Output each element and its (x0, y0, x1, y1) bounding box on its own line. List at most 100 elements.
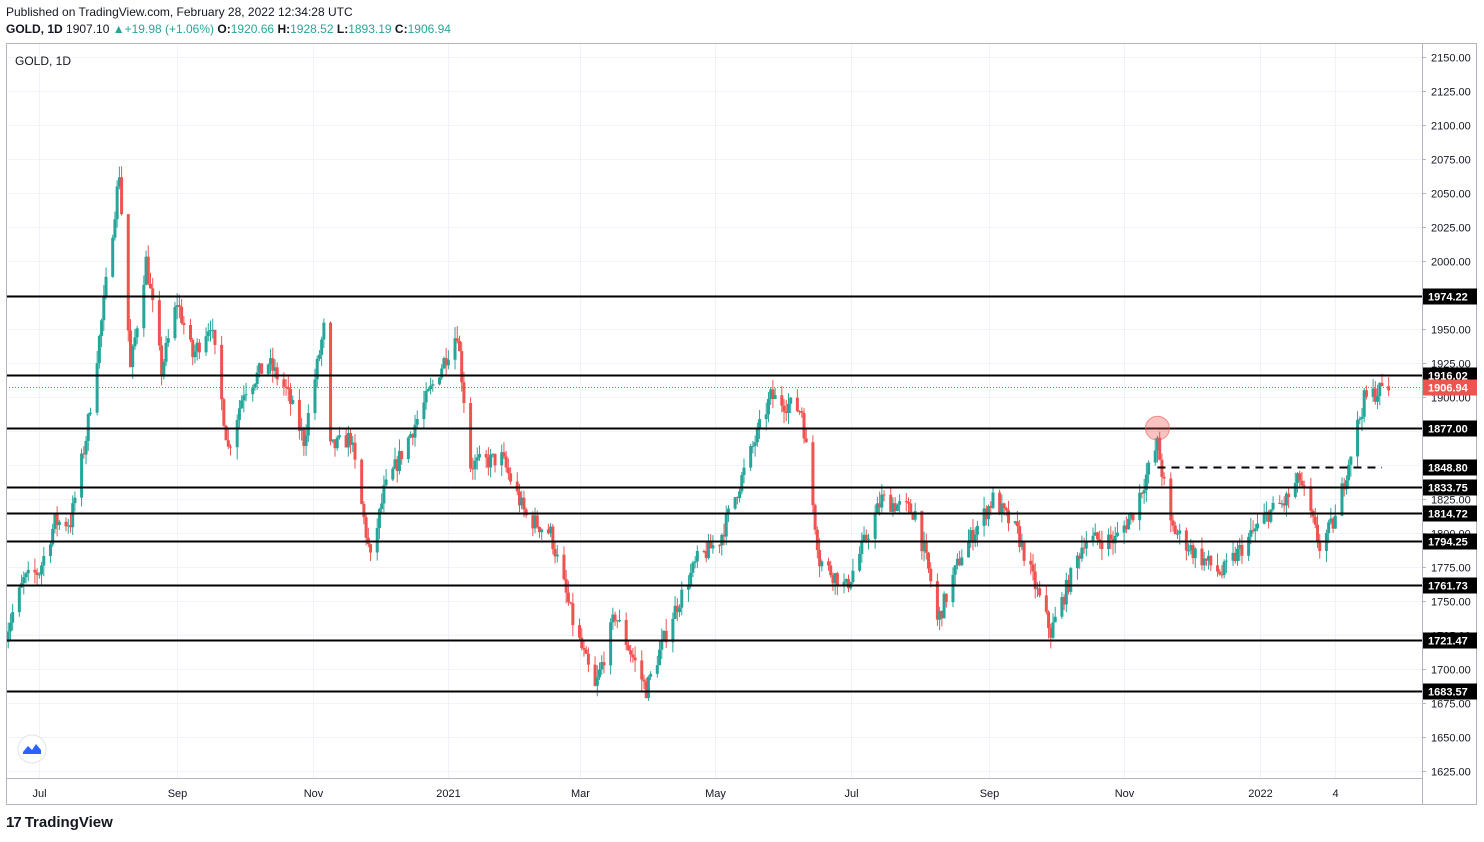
candle-body (804, 438, 808, 443)
candle-body (1347, 464, 1351, 481)
candle-body (833, 573, 837, 584)
symbol-name: GOLD, 1D (6, 22, 63, 36)
time-tick-label: 4 (1332, 788, 1338, 800)
candle-body (1084, 542, 1088, 549)
candle-body (893, 503, 897, 511)
candle-body (26, 569, 30, 574)
price-chart[interactable]: 1625.001650.001675.001700.001725.001750.… (4, 43, 1477, 805)
candle-body (960, 557, 964, 566)
candle-body (444, 358, 448, 366)
tradingview-logo-mark: 17 (6, 814, 22, 831)
candle-body (711, 545, 715, 549)
candle-body (320, 339, 324, 355)
candle-body (1193, 548, 1197, 559)
candle-body (909, 503, 913, 514)
candle-body (304, 435, 308, 447)
candle-body (55, 514, 59, 526)
candle-body (1142, 490, 1146, 494)
candle-body (971, 530, 975, 543)
candle-body (226, 440, 230, 447)
candle-body (157, 300, 161, 346)
candle-body (349, 432, 353, 445)
candle-body (313, 379, 317, 414)
candle-body (815, 529, 819, 551)
candle-body (1233, 552, 1237, 562)
candle-body (967, 540, 971, 558)
candle-body (571, 603, 575, 626)
time-tick-label: Jul (844, 788, 858, 800)
candle-body (240, 400, 244, 409)
candle-body (1309, 486, 1313, 511)
price-tick-label: 1750.00 (1431, 597, 1471, 609)
candle-body (706, 540, 710, 559)
candle-body (111, 237, 115, 277)
candle-body (120, 177, 124, 215)
candle-body (455, 338, 459, 341)
candle-body (927, 552, 931, 569)
candle-body (440, 368, 444, 378)
candle-body (904, 501, 908, 503)
candle-body (1329, 518, 1333, 523)
candle-body (144, 256, 148, 285)
candle-body (924, 542, 928, 553)
candle-body (271, 358, 275, 371)
candle-body (718, 545, 722, 547)
candle-body (1342, 483, 1346, 490)
level-price-tag (1423, 577, 1477, 594)
candle-body (1044, 595, 1048, 612)
candle-body (566, 592, 570, 603)
candle-body (1340, 483, 1344, 516)
candle-body (195, 342, 199, 352)
candle-body (189, 324, 193, 340)
candle-body (35, 572, 39, 575)
candle-body (1035, 588, 1039, 590)
candle-body (640, 660, 644, 680)
candle-body (382, 485, 386, 504)
tradingview-brand-name: TradingView (24, 814, 113, 831)
candle-body (175, 305, 179, 308)
candle-body (68, 525, 72, 528)
candle-body (1064, 579, 1068, 605)
candle-body (322, 322, 326, 340)
candle-body (613, 614, 617, 621)
candle-body (533, 515, 537, 529)
candle-body (289, 389, 293, 404)
candle-body (633, 657, 637, 661)
candle-body (37, 574, 41, 576)
candle-body (942, 593, 946, 619)
candle-body (11, 612, 15, 623)
candle-body (631, 654, 635, 658)
candle-body (524, 509, 528, 516)
candle-body (811, 442, 815, 506)
candle-body (457, 340, 461, 352)
candle-body (602, 662, 606, 666)
chart-container[interactable]: 1625.001650.001675.001700.001725.001750.… (4, 43, 1477, 805)
candle-body (291, 399, 295, 404)
candle-body (446, 359, 450, 366)
candle-body (615, 620, 619, 622)
tradingview-logo-icon[interactable] (17, 734, 47, 764)
candle-body (702, 550, 706, 552)
candle-body (944, 593, 948, 603)
candle-body (53, 514, 57, 529)
candle-body (453, 338, 457, 360)
candle-body (66, 525, 70, 527)
candle-body (1091, 535, 1095, 543)
dashed-level-price-tag (1423, 459, 1477, 476)
candle-body (333, 439, 337, 449)
candle-body (1300, 480, 1304, 486)
candle-body (82, 453, 86, 455)
candle-body (935, 581, 939, 620)
candle-body (1187, 550, 1191, 552)
candle-body (780, 395, 784, 406)
candle-body (173, 307, 177, 339)
candle-body (940, 610, 944, 619)
tradingview-brand[interactable]: 17 TradingView (6, 814, 113, 831)
candle-body (128, 330, 132, 368)
open-value: 1920.66 (230, 22, 275, 36)
candle-body (655, 665, 659, 674)
open-label: O: (217, 22, 231, 36)
candle-body (755, 427, 759, 443)
candle-body (1200, 548, 1204, 566)
candle-body (413, 424, 417, 438)
